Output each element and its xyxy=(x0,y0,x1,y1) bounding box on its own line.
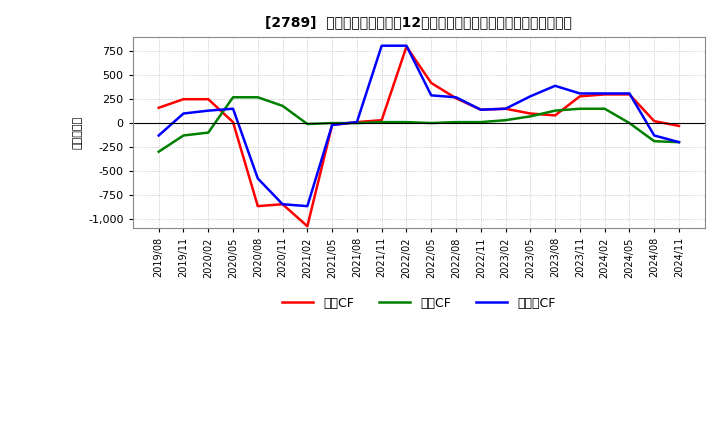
フリーCF xyxy=(575,91,584,96)
投資CF xyxy=(427,121,436,126)
投資CF xyxy=(229,95,238,100)
営業CF xyxy=(501,106,510,111)
Legend: 営業CF, 投資CF, フリーCF: 営業CF, 投資CF, フリーCF xyxy=(277,292,561,315)
投資CF xyxy=(551,108,559,113)
営業CF xyxy=(575,94,584,99)
営業CF xyxy=(328,122,336,128)
投資CF xyxy=(625,121,634,126)
投資CF xyxy=(253,95,262,100)
営業CF xyxy=(675,123,683,128)
営業CF xyxy=(402,44,411,49)
投資CF xyxy=(600,106,609,111)
フリーCF xyxy=(328,122,336,128)
フリーCF xyxy=(253,176,262,181)
フリーCF xyxy=(675,139,683,145)
営業CF xyxy=(451,95,460,101)
フリーCF xyxy=(353,120,361,125)
営業CF xyxy=(229,120,238,125)
営業CF xyxy=(303,224,312,229)
営業CF xyxy=(477,107,485,112)
投資CF xyxy=(477,120,485,125)
営業CF xyxy=(600,92,609,97)
フリーCF xyxy=(551,83,559,88)
投資CF xyxy=(278,103,287,109)
営業CF xyxy=(353,120,361,125)
フリーCF xyxy=(377,43,386,48)
投資CF xyxy=(650,139,659,144)
営業CF xyxy=(154,105,163,110)
フリーCF xyxy=(427,93,436,98)
フリーCF xyxy=(501,106,510,111)
投資CF xyxy=(328,121,336,126)
営業CF xyxy=(650,118,659,124)
投資CF xyxy=(526,114,535,119)
営業CF xyxy=(204,96,212,102)
フリーCF xyxy=(204,108,212,113)
フリーCF xyxy=(154,133,163,138)
フリーCF xyxy=(229,106,238,111)
フリーCF xyxy=(650,133,659,138)
投資CF xyxy=(377,120,386,125)
営業CF xyxy=(625,92,634,97)
営業CF xyxy=(427,81,436,86)
フリーCF xyxy=(402,43,411,48)
Y-axis label: （百万円）: （百万円） xyxy=(73,116,83,149)
Line: フリーCF: フリーCF xyxy=(158,46,679,206)
フリーCF xyxy=(600,91,609,96)
投資CF xyxy=(675,139,683,145)
フリーCF xyxy=(625,91,634,96)
フリーCF xyxy=(526,94,535,99)
投資CF xyxy=(204,130,212,135)
Line: 投資CF: 投資CF xyxy=(158,97,679,152)
フリーCF xyxy=(179,111,188,116)
投資CF xyxy=(303,121,312,127)
フリーCF xyxy=(451,95,460,100)
投資CF xyxy=(179,133,188,138)
投資CF xyxy=(451,120,460,125)
営業CF xyxy=(179,96,188,102)
Title: [2789]  キャッシュフローの12か月移動合計の対前年同期増減額の推移: [2789] キャッシュフローの12か月移動合計の対前年同期増減額の推移 xyxy=(266,15,572,29)
フリーCF xyxy=(278,202,287,207)
フリーCF xyxy=(477,107,485,112)
営業CF xyxy=(526,111,535,116)
フリーCF xyxy=(303,204,312,209)
営業CF xyxy=(278,202,287,207)
営業CF xyxy=(253,204,262,209)
Line: 営業CF: 営業CF xyxy=(158,47,679,226)
投資CF xyxy=(154,149,163,154)
投資CF xyxy=(575,106,584,111)
投資CF xyxy=(501,117,510,123)
営業CF xyxy=(551,113,559,118)
投資CF xyxy=(402,120,411,125)
営業CF xyxy=(377,117,386,123)
投資CF xyxy=(353,121,361,126)
